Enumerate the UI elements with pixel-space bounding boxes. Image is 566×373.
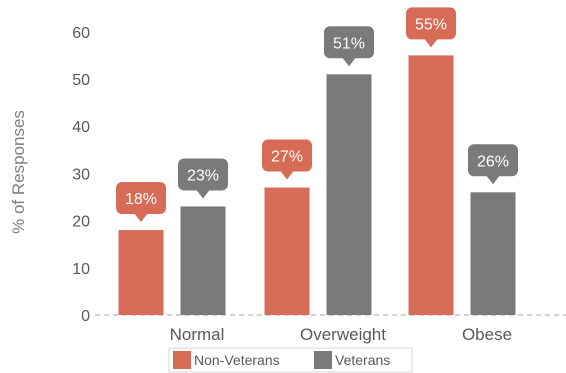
y-tick-label: 10: [72, 261, 90, 278]
x-category-label: Obese: [462, 325, 512, 344]
x-category-label: Normal: [170, 325, 225, 344]
bars-group: 18% 27% 55% 23% 51% 26%: [116, 7, 518, 316]
x-category-label: Overweight: [300, 325, 386, 344]
data-label-pointer: [196, 189, 210, 199]
legend-entry: Veterans: [335, 352, 390, 368]
y-tick-label: 20: [72, 214, 90, 231]
y-tick-label: 0: [81, 308, 90, 325]
bar-non-veterans-overweight: [264, 187, 310, 315]
y-tick-label: 40: [72, 119, 90, 136]
data-label: 23%: [187, 167, 219, 184]
data-label-pointer: [424, 38, 438, 48]
data-label-callout: [116, 182, 166, 215]
data-label: 55%: [415, 16, 447, 33]
data-label-callout: [324, 26, 374, 59]
data-label-pointer: [486, 175, 500, 185]
data-label: 18%: [125, 191, 157, 208]
y-tick-label: 30: [72, 166, 90, 183]
data-label-pointer: [280, 170, 294, 180]
x-axis-categories: Normal Overweight Obese: [170, 325, 512, 344]
legend-entry: Non-Veterans: [194, 352, 280, 368]
bar-veterans-overweight: [326, 74, 372, 315]
data-label-pointer: [134, 213, 148, 223]
data-label: 27%: [271, 149, 303, 166]
data-label-callout: [468, 144, 518, 177]
bar-veterans-obese: [470, 192, 516, 315]
y-tick-label: 50: [72, 72, 90, 89]
data-label: 26%: [477, 153, 509, 170]
data-label-callout: [406, 7, 456, 40]
bar-non-veterans-obese: [408, 55, 454, 316]
y-axis-ticks: 0 10 20 30 40 50 60: [72, 25, 90, 325]
bar-non-veterans-normal: [118, 230, 164, 315]
data-label-callout: [178, 158, 228, 191]
legend: Non-Veterans Veterans: [168, 347, 413, 373]
data-label-callout: [262, 139, 312, 172]
data-label-pointer: [342, 57, 356, 67]
legend-box: [168, 347, 413, 373]
y-axis-label: % of Responses: [9, 110, 28, 234]
legend-swatch: [173, 351, 191, 369]
y-tick-label: 60: [72, 25, 90, 42]
data-label: 51%: [333, 35, 365, 52]
legend-swatch: [314, 351, 332, 369]
bar-veterans-normal: [180, 206, 226, 315]
